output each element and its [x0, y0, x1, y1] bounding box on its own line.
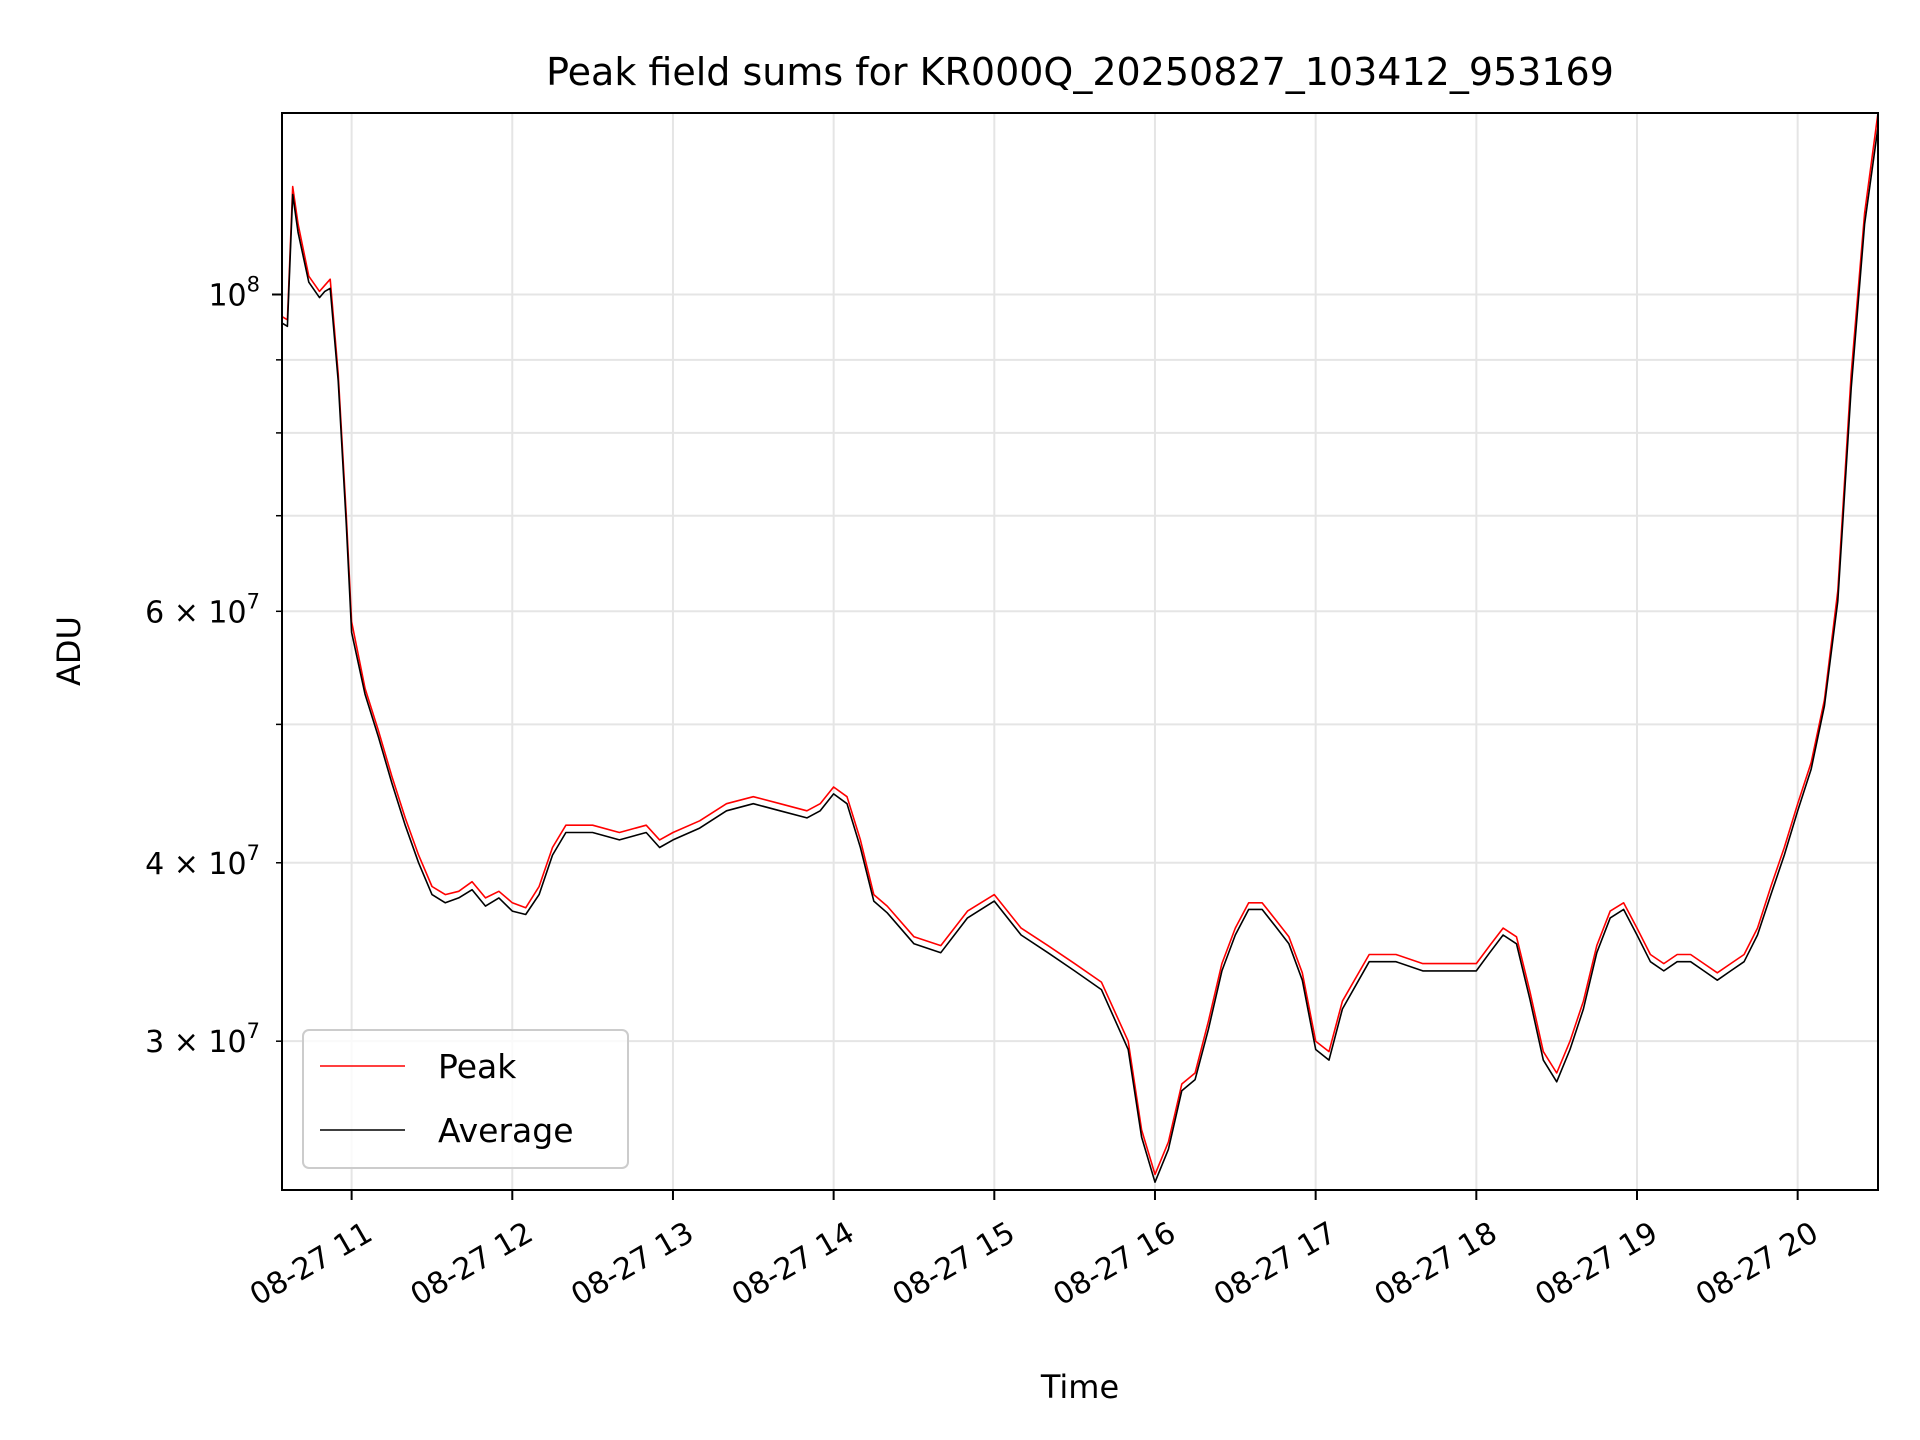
legend-box	[302, 1029, 629, 1169]
plot-frame	[281, 112, 1879, 1191]
legend-label-peak: Peak	[438, 1047, 517, 1086]
series-line-average	[281, 126, 1879, 1183]
series-line-peak	[281, 112, 1879, 1176]
y-tick-label: 3 × 107	[145, 1019, 260, 1060]
chart-title: Peak field sums for KR000Q_20250827_1034…	[546, 50, 1614, 94]
y-tick-label: 6 × 107	[145, 589, 260, 630]
y-axis-title: ADU	[50, 616, 88, 686]
series-layer	[281, 112, 1879, 1183]
legend: Peak Average	[302, 1029, 629, 1169]
y-axis-ticks: 108 3 × 107 4 × 107 6 × 107	[145, 273, 282, 1060]
legend-label-average: Average	[438, 1111, 574, 1150]
y-tick-label: 108	[208, 273, 260, 314]
y-tick-label: 4 × 107	[145, 841, 260, 882]
grid	[282, 113, 1878, 1190]
x-axis-title: Time	[1040, 1368, 1119, 1406]
